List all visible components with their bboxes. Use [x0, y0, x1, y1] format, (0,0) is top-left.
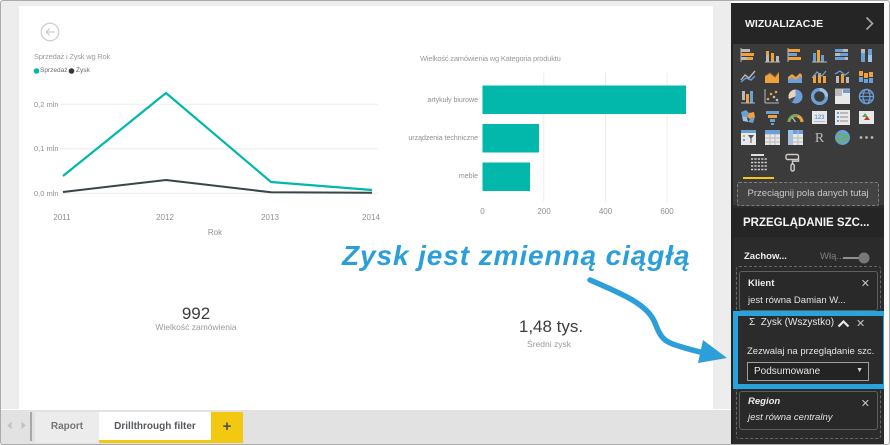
svg-text:R: R [814, 131, 824, 146]
svg-text:123: 123 [814, 115, 825, 121]
